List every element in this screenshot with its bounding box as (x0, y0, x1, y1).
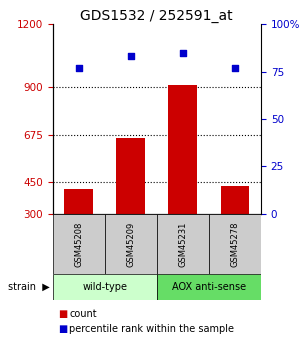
Bar (157, 274, 261, 300)
Text: AOX anti-sense: AOX anti-sense (172, 282, 246, 292)
Bar (169, 85, 197, 214)
Bar (157, 214, 209, 274)
Bar (52, 214, 105, 274)
Bar (220, 187, 249, 214)
Point (128, 53, 133, 59)
Text: GSM45209: GSM45209 (126, 221, 135, 267)
Bar (52, 274, 157, 300)
Point (76, 65, 81, 70)
Text: GSM45231: GSM45231 (178, 221, 187, 267)
Point (232, 65, 237, 70)
Text: wild-type: wild-type (82, 282, 127, 292)
Text: GSM45278: GSM45278 (230, 221, 239, 267)
Text: count: count (69, 309, 97, 319)
Text: ■: ■ (58, 309, 68, 319)
Point (180, 50, 185, 55)
Title: GDS1532 / 252591_at: GDS1532 / 252591_at (80, 9, 233, 23)
Text: strain  ▶: strain ▶ (8, 282, 50, 292)
Text: ■: ■ (58, 325, 68, 334)
Bar (116, 138, 145, 214)
Bar (64, 189, 93, 214)
Bar (209, 214, 261, 274)
Bar (105, 214, 157, 274)
Text: percentile rank within the sample: percentile rank within the sample (69, 325, 234, 334)
Text: GSM45208: GSM45208 (74, 221, 83, 267)
